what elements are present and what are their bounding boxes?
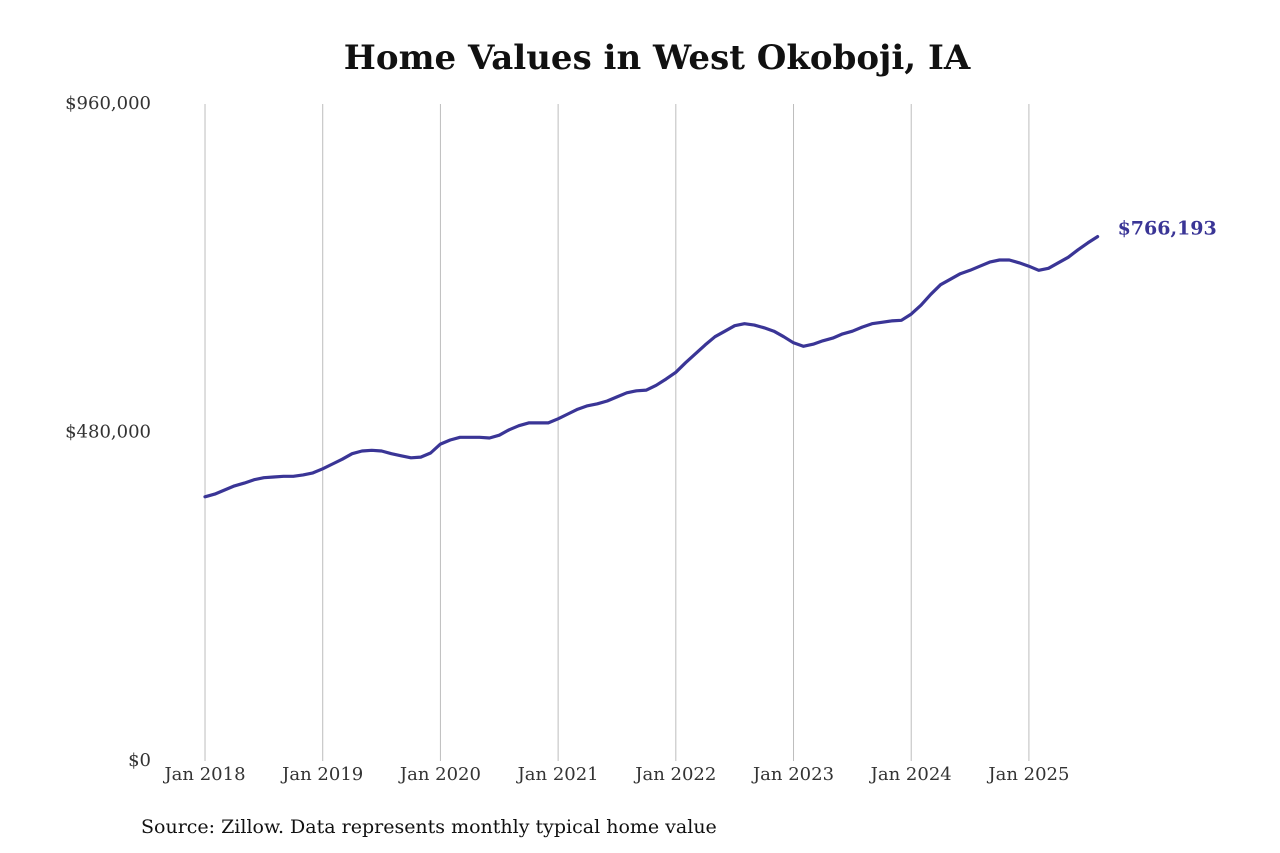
x-tick-label: Jan 2021 xyxy=(516,764,599,785)
x-tick-label: Jan 2025 xyxy=(986,764,1069,785)
y-tick-label: $480,000 xyxy=(65,422,151,443)
data-line xyxy=(203,235,1100,499)
x-tick-label: Jan 2020 xyxy=(398,764,481,785)
x-tick-label: Jan 2018 xyxy=(162,764,245,785)
x-tick-label: Jan 2022 xyxy=(633,764,716,785)
x-tick-label: Jan 2019 xyxy=(280,764,363,785)
y-tick-label: $960,000 xyxy=(65,93,151,114)
end-value-label: $766,193 xyxy=(1118,218,1217,240)
x-tick-label: Jan 2023 xyxy=(751,764,834,785)
chart-title: Home Values in West Okoboji, IA xyxy=(344,38,971,78)
source-note: Source: Zillow. Data represents monthly … xyxy=(141,816,717,838)
x-tick-label: Jan 2024 xyxy=(869,764,952,785)
y-tick-label: $0 xyxy=(128,750,151,771)
